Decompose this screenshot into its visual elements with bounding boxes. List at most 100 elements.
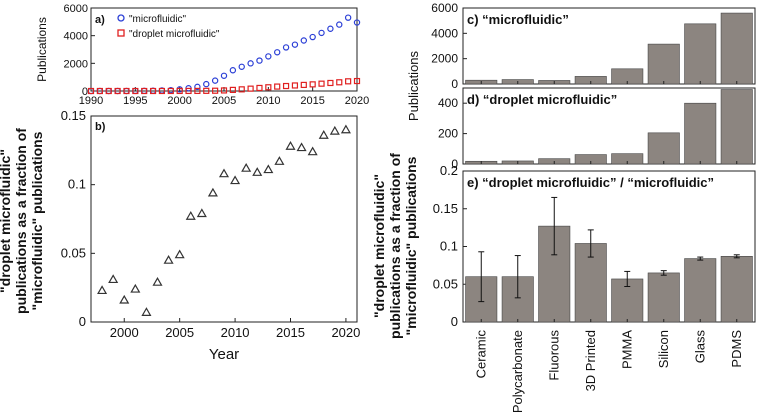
panel-a-point-droplet xyxy=(300,81,307,89)
panel-b-ylabel-line: "microfluidic" publications xyxy=(29,131,45,310)
panel-a-xtick-label: 2010 xyxy=(256,95,280,107)
panel-e-bar-pdms xyxy=(720,256,753,323)
panel-b-point xyxy=(130,283,141,293)
panel-b-point xyxy=(230,175,241,185)
panel-b-ylabel-line: publications as a fraction of xyxy=(13,128,29,314)
panel-a-point-microfluidic xyxy=(220,72,228,79)
panel-b-point xyxy=(174,249,185,259)
panel-a-ytick-label: 4000 xyxy=(64,31,88,43)
panel-a-xtick-label: 2015 xyxy=(300,95,324,107)
panel-e-category-label: Polycarbonate xyxy=(510,330,525,412)
panel-a-point-droplet xyxy=(194,87,201,95)
panel-a-point-microfluidic xyxy=(353,19,361,26)
panel-a-xtick-label: 1990 xyxy=(79,95,103,107)
panel-e-ytick-label: 0 xyxy=(451,314,458,329)
panel-b-ytick-label: 0.1 xyxy=(68,177,86,192)
panel-a-point-droplet xyxy=(345,78,352,85)
panel-d-bar-pdms xyxy=(720,89,753,165)
panel-a-point-droplet xyxy=(176,87,183,95)
panel-b-point xyxy=(274,156,285,165)
panel-b-point xyxy=(340,124,351,134)
panel-b-point xyxy=(252,167,263,176)
panel-b-ytick-label: 0.05 xyxy=(61,245,86,260)
panel-b-xtick-label: 2015 xyxy=(276,325,305,340)
panel-a-point-microfluidic xyxy=(229,67,237,74)
panel-a-point-droplet xyxy=(265,84,272,91)
panel-a-point-droplet xyxy=(336,79,343,86)
panel-a-point-droplet xyxy=(282,82,290,90)
panel-a-point-droplet xyxy=(238,86,245,93)
panel-a-point-microfluidic xyxy=(309,33,316,41)
panel-a-point-microfluidic xyxy=(300,37,307,44)
panel-b-point xyxy=(207,187,218,197)
panel-a-point-microfluidic xyxy=(274,49,281,56)
panel-b-point xyxy=(185,211,196,220)
panel-e-ylabel-line: publications as a fraction of xyxy=(387,153,403,339)
panel-a-point-droplet xyxy=(327,79,334,87)
panel-b-xtick-label: 2020 xyxy=(331,325,360,340)
panel-a-point-droplet xyxy=(274,83,281,90)
panel-c-bar-silicon xyxy=(647,43,680,85)
panel-e-ytick-label: 0.05 xyxy=(433,276,458,291)
panel-a-point-droplet xyxy=(309,81,316,88)
panel-b-point xyxy=(108,274,119,284)
panel-e-label: e) “droplet microfluidic” / “microfluidi… xyxy=(467,175,714,190)
panel-a-ytick-label: 0 xyxy=(82,86,88,98)
panel-d-bar-glass xyxy=(684,102,717,165)
panel-b-point xyxy=(218,168,230,178)
panel-a-xtick-label: 2005 xyxy=(212,95,236,107)
panel-a-point-microfluidic xyxy=(203,80,210,88)
panel-a-point-droplet xyxy=(96,87,103,95)
panel-a-point-droplet xyxy=(158,87,166,95)
panel-b-xtick-label: 2010 xyxy=(221,325,250,340)
panel-a-point-droplet xyxy=(141,87,148,95)
panel-a-point-droplet xyxy=(220,87,228,94)
panel-a-point-microfluidic xyxy=(291,41,299,48)
panel-e-ylabel-line: "droplet microfluidic" xyxy=(371,174,387,318)
panel-b-point xyxy=(329,125,340,135)
panel-b-point xyxy=(119,294,130,304)
panel-a-point-microfluidic xyxy=(256,57,263,64)
panel-c-ytick-label: 4000 xyxy=(431,26,458,40)
panel-b-point xyxy=(318,130,329,139)
panel-b-xtick-label: 2000 xyxy=(110,325,139,340)
panel-c-ytick-label: 0 xyxy=(451,77,458,91)
panel-e-ytick-label: 0.15 xyxy=(433,201,458,216)
panel-a-point-droplet xyxy=(185,87,192,95)
panel-c-frame xyxy=(462,7,756,85)
panel-a-point-droplet xyxy=(318,80,325,87)
panel-b-point xyxy=(163,254,174,264)
panel-a-xtick-label: 2020 xyxy=(345,95,369,107)
panel-a-point-droplet xyxy=(353,77,361,85)
panel-e-category-label: Glass xyxy=(692,330,707,364)
panel-a-ytick-label: 2000 xyxy=(64,58,88,70)
panel-a-point-droplet xyxy=(203,87,210,94)
panel-b-ylabel-line: "droplet microfluidic" xyxy=(0,149,13,293)
panel-a-legend-label: "microfluidic" xyxy=(129,14,187,25)
panel-a-point-microfluidic xyxy=(194,83,201,91)
panel-a-point-microfluidic xyxy=(336,21,343,28)
panel-c-ytick-label: 2000 xyxy=(431,52,458,66)
panel-a-point-microfluidic xyxy=(238,63,245,70)
panel-a-point-droplet xyxy=(105,87,112,95)
panel-a-xtick-label: 2000 xyxy=(167,95,191,107)
panel-b-xtick-label: 2005 xyxy=(165,325,194,340)
panel-a-legend-marker xyxy=(117,14,125,22)
panel-e-bar-silicon xyxy=(647,272,680,323)
panel-a-legend-marker xyxy=(117,29,125,37)
panel-b-point xyxy=(296,142,307,152)
panel-b-label: b) xyxy=(95,121,106,133)
panel-b-point xyxy=(263,164,274,174)
panel-b-point xyxy=(241,162,252,172)
panel-b-xlabel: Year xyxy=(209,346,239,363)
panel-a-point-droplet xyxy=(167,87,174,95)
panel-e-category-label: Ceramic xyxy=(473,330,488,379)
panel-d-ytick-label: 0 xyxy=(451,157,458,171)
panel-a-point-droplet xyxy=(123,87,130,95)
panel-e-ytick-label: 0.2 xyxy=(440,163,458,178)
panel-a-label: a) xyxy=(95,14,105,26)
panel-d-ytick-label: 200 xyxy=(438,127,458,141)
panel-b-point xyxy=(285,141,296,150)
panel-c-ytick-label: 6000 xyxy=(431,1,458,15)
